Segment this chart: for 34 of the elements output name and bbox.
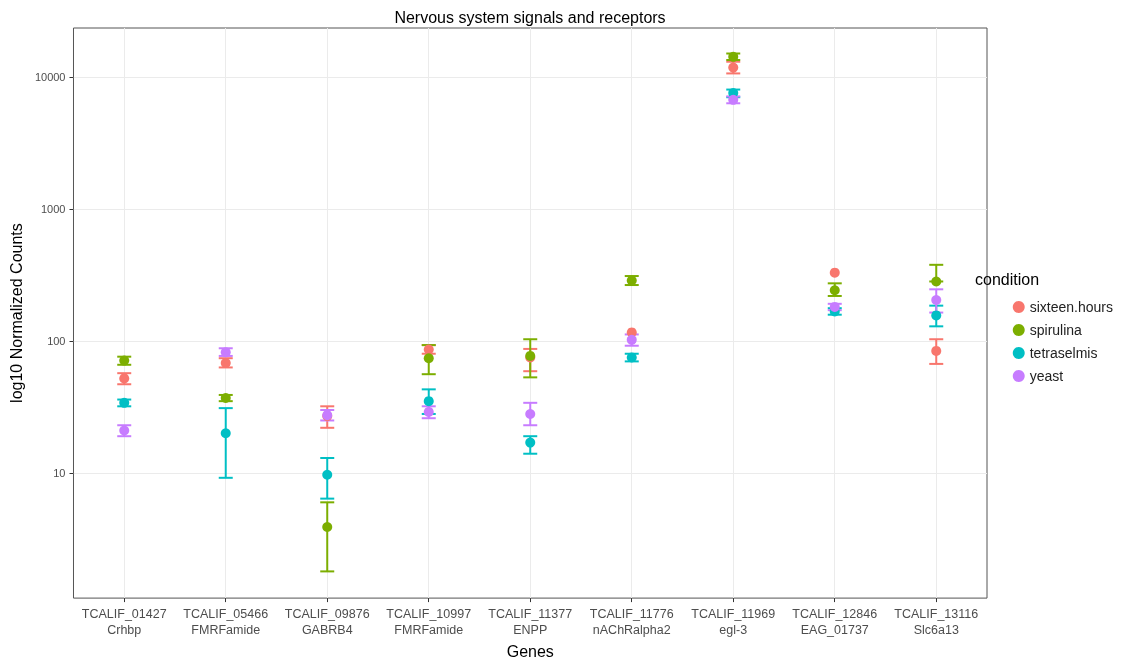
x-tick-label: TCALIF_10997 FMRFamide: [386, 607, 472, 638]
x-tick-label: TCALIF_11377 ENPP: [488, 607, 573, 638]
point: [525, 408, 536, 419]
legend-label: spirulina: [1029, 322, 1083, 338]
point: [220, 428, 231, 439]
point: [829, 267, 840, 278]
point: [525, 437, 536, 448]
y-tick-label: 10: [53, 467, 66, 480]
y-tick-label: 10000: [34, 70, 66, 83]
x-tick-label: TCALIF_11969 egl-3: [691, 607, 776, 638]
point: [931, 345, 942, 356]
x-tick-label: TCALIF_05466 FMRFamide: [183, 607, 269, 638]
x-tick-label: TCALIF_13116 Slc6a13: [894, 607, 979, 638]
legend-label: tetraselmis: [1029, 345, 1098, 361]
legend-title: condition: [975, 270, 1040, 288]
y-axis-title: log10 Normalized Counts: [7, 223, 25, 403]
x-tick-label: TCALIF_01427 Crhbp: [81, 607, 167, 638]
x-tick-label: TCALIF_09876 GABRB4: [284, 607, 370, 638]
x-tick-label: TCALIF_12846 EAG_01737: [792, 607, 878, 638]
point: [931, 310, 942, 321]
point: [423, 396, 434, 407]
x-tick-label: TCALIF_11776 nAChRalpha2: [589, 607, 674, 638]
point: [931, 295, 942, 306]
legend-label: sixteen.hours: [1029, 299, 1114, 315]
legend-label: yeast: [1029, 368, 1064, 384]
point: [423, 353, 434, 364]
y-tick-label: 1000: [41, 202, 66, 215]
point: [322, 522, 333, 533]
point: [322, 469, 333, 480]
point: [728, 62, 739, 73]
chart-title: Nervous system signals and receptors: [394, 8, 666, 26]
x-axis-title: Genes: [506, 642, 554, 660]
point: [931, 276, 942, 287]
y-tick-label: 100: [47, 334, 66, 347]
